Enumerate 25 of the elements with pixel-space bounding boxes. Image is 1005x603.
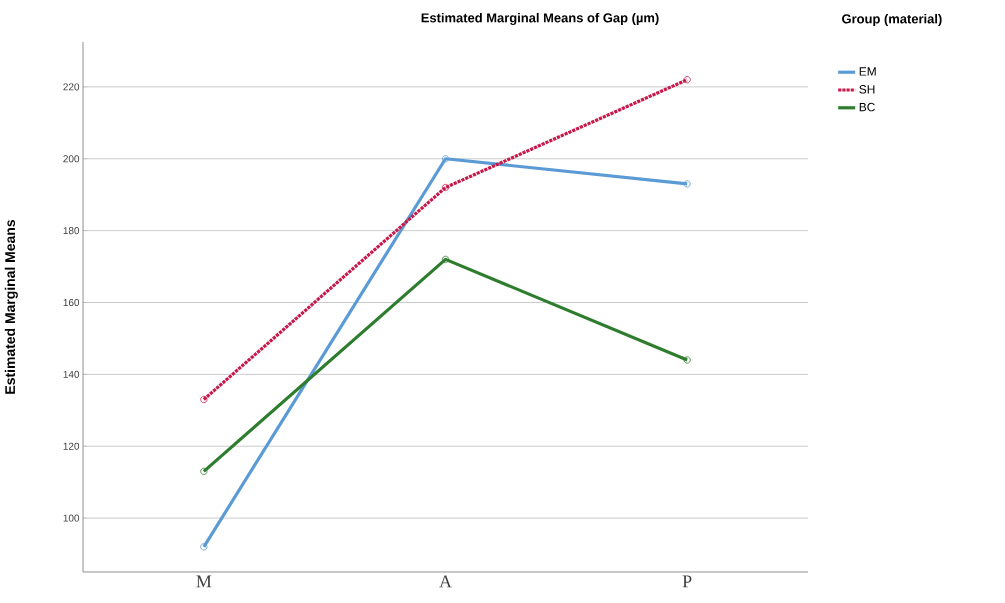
y-tick-label: 180: [63, 227, 80, 235]
point: [200, 467, 208, 475]
point: [200, 543, 208, 551]
point: [683, 76, 691, 84]
legend-label: BC: [859, 102, 875, 112]
y-tick-label: 220: [63, 83, 80, 91]
x-tick-label: M: [196, 575, 212, 588]
point: [683, 180, 691, 188]
x-tick-label: P: [682, 575, 692, 588]
y-axis-title: Estimated Marginal Means: [4, 219, 18, 394]
point: [441, 155, 450, 163]
y-tick-label: 160: [63, 298, 80, 307]
legend-title: Group (material): [842, 13, 942, 27]
y-tick-label: 140: [63, 370, 80, 378]
point: [683, 356, 691, 364]
point: [441, 183, 450, 192]
point: [200, 395, 208, 404]
y-tick-label: 200: [63, 155, 80, 163]
legend-label: SH: [859, 85, 875, 94]
x-tick-label: A: [439, 575, 452, 588]
y-tick-label: 100: [63, 514, 80, 522]
chart-title: Estimated Marginal Means of Gap (µm): [421, 12, 659, 26]
legend-label: EM: [859, 67, 876, 76]
point: [441, 255, 450, 263]
y-tick-label: 120: [63, 442, 80, 450]
